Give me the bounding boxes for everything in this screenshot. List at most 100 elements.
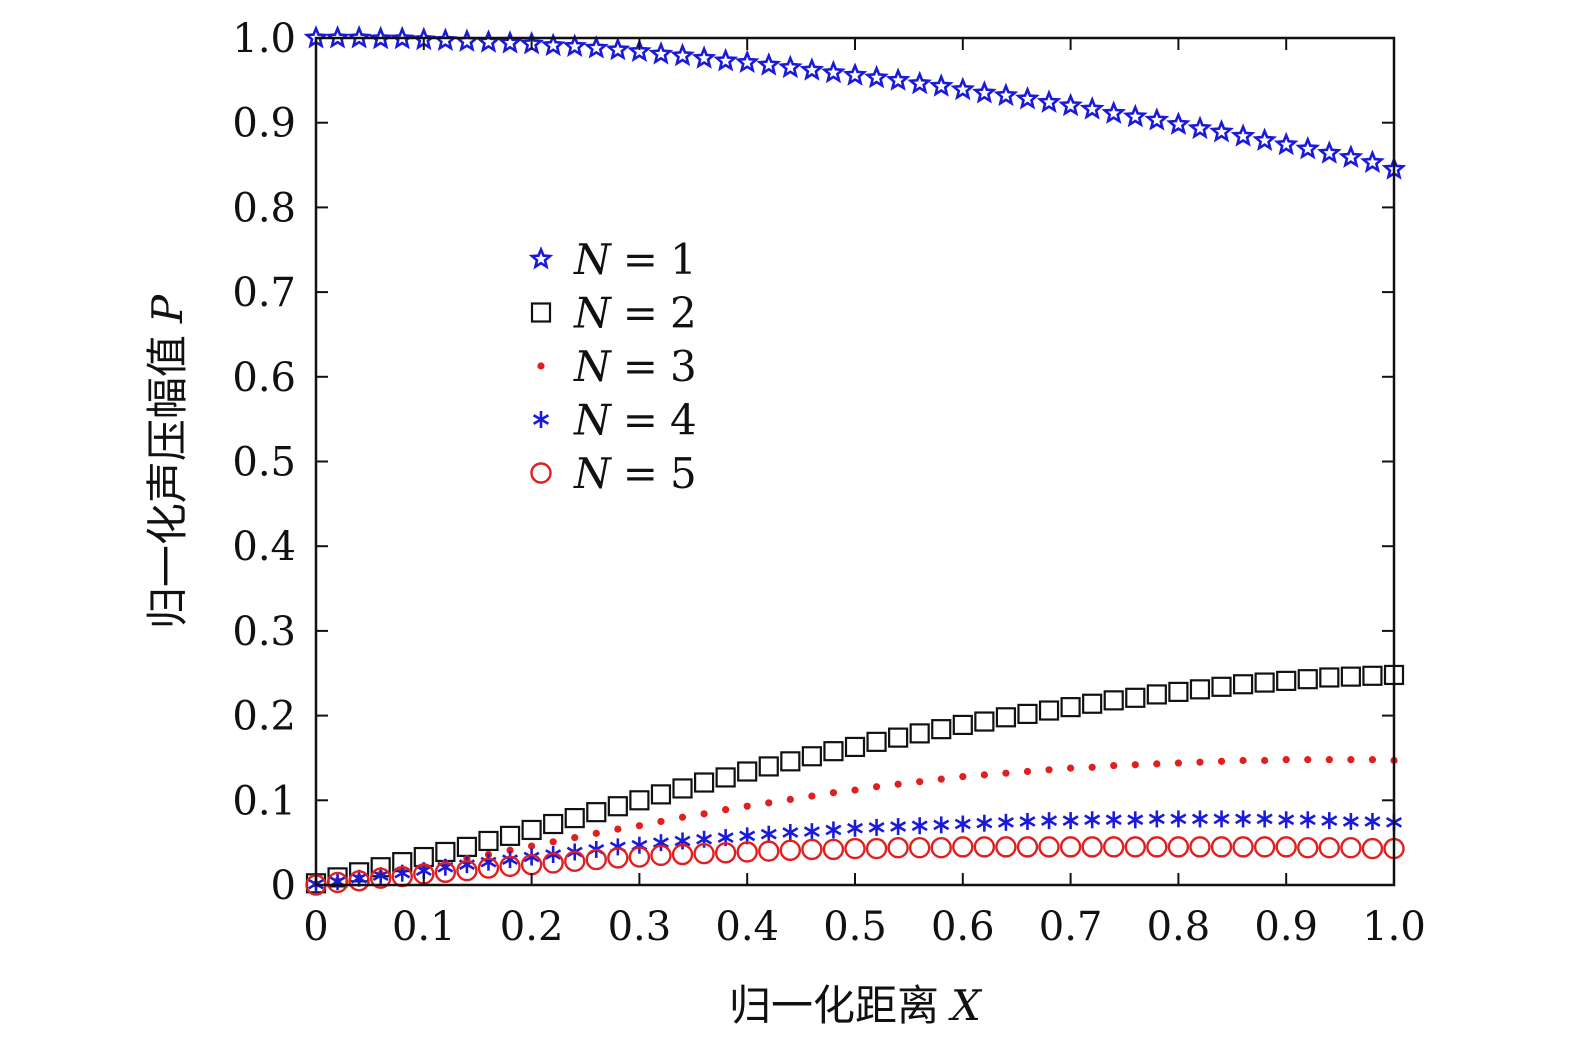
data-point [648, 41, 674, 65]
data-point [1038, 836, 1060, 858]
data-point [1101, 100, 1127, 124]
data-point [980, 771, 988, 779]
data-point [866, 731, 887, 752]
data-point [1273, 131, 1299, 156]
data-point [911, 817, 928, 835]
data-point [1360, 149, 1385, 174]
data-point [499, 855, 521, 878]
data-point [1319, 667, 1340, 688]
data-point [1347, 756, 1355, 764]
data-point [458, 856, 475, 874]
data-point [765, 799, 773, 807]
data-point [480, 853, 497, 871]
data-point [1148, 810, 1165, 828]
data-point [1297, 669, 1318, 690]
data-point [499, 825, 521, 846]
data-point [976, 814, 993, 832]
data-point [907, 70, 932, 95]
data-point [758, 756, 779, 777]
data-point [674, 832, 691, 850]
data-point [540, 32, 566, 57]
data-point [564, 850, 586, 872]
data-point [997, 813, 1014, 831]
data-point [801, 838, 823, 861]
data-point [614, 825, 622, 833]
data-point [542, 852, 564, 874]
data-point [952, 714, 973, 736]
data-point [1256, 810, 1273, 828]
data-point [1153, 760, 1161, 768]
data-point [657, 817, 665, 826]
data-point [971, 80, 997, 104]
data-point [1103, 836, 1125, 858]
data-point [823, 741, 844, 762]
data-point [1209, 119, 1234, 143]
data-point [478, 830, 499, 852]
data-point [1325, 756, 1333, 764]
data-point [1058, 92, 1083, 117]
data-point [1368, 756, 1377, 764]
data-point [1124, 836, 1146, 858]
data-point [609, 838, 626, 856]
data-point [954, 815, 971, 833]
y-tick-label: 0.4 [232, 524, 296, 570]
data-point [1196, 758, 1204, 766]
legend-entry: N = 2 [530, 289, 697, 338]
y-axis-label-var: P [143, 294, 192, 324]
data-point [714, 842, 737, 864]
data-point [1232, 836, 1254, 858]
data-point [497, 30, 523, 54]
y-tick-label: 0.1 [232, 778, 296, 824]
data-point [1342, 812, 1359, 830]
data-point [1362, 665, 1383, 686]
x-axis-label: 归一化距离 X [729, 981, 983, 1030]
data-point [1125, 687, 1146, 708]
data-point [851, 786, 859, 794]
y-axis-label-text: 归一化声压幅值 [143, 335, 192, 629]
data-point [779, 839, 802, 861]
data-point [326, 871, 349, 894]
data-point [678, 813, 687, 821]
data-point [571, 833, 579, 842]
data-point [635, 822, 644, 830]
data-point [786, 795, 794, 804]
data-point [1146, 836, 1168, 858]
data-point [1295, 136, 1321, 160]
data-point [506, 846, 514, 854]
data-point [1318, 837, 1341, 859]
data-point [928, 73, 954, 97]
y-tick-label: 0.5 [232, 440, 296, 486]
data-point [1213, 810, 1230, 828]
data-point [672, 778, 693, 799]
data-point [629, 790, 650, 811]
data-point [456, 836, 478, 857]
plot-marks [303, 25, 1407, 896]
data-point [1088, 763, 1096, 771]
data-point [1191, 810, 1208, 828]
data-point [916, 778, 924, 786]
data-point [627, 38, 652, 62]
data-point [1239, 756, 1247, 765]
data-point [1002, 769, 1010, 777]
data-point [1254, 672, 1275, 693]
data-point [822, 838, 845, 861]
data-point [1067, 764, 1075, 772]
data-point [722, 806, 730, 814]
data-point [368, 25, 393, 50]
data-point [1304, 756, 1312, 764]
data-point [1105, 811, 1122, 829]
legend-marker [530, 302, 552, 323]
legend-label: N = 2 [573, 289, 697, 338]
data-point [865, 837, 888, 860]
data-point [1297, 837, 1319, 859]
data-point [1059, 836, 1082, 858]
data-point [995, 707, 1017, 728]
data-point [549, 838, 557, 846]
legend-entry: N = 4 [532, 396, 697, 445]
data-point [1023, 767, 1032, 776]
legend-label: N = 4 [573, 396, 697, 445]
y-axis: 0 0.1 0.2 0.3 0.4 0.5 0.6 0.7 0.8 0.9 1.0 [232, 16, 1394, 909]
legend-marker [537, 362, 545, 370]
legend-label: N = 5 [573, 449, 697, 498]
data-point [760, 825, 777, 843]
